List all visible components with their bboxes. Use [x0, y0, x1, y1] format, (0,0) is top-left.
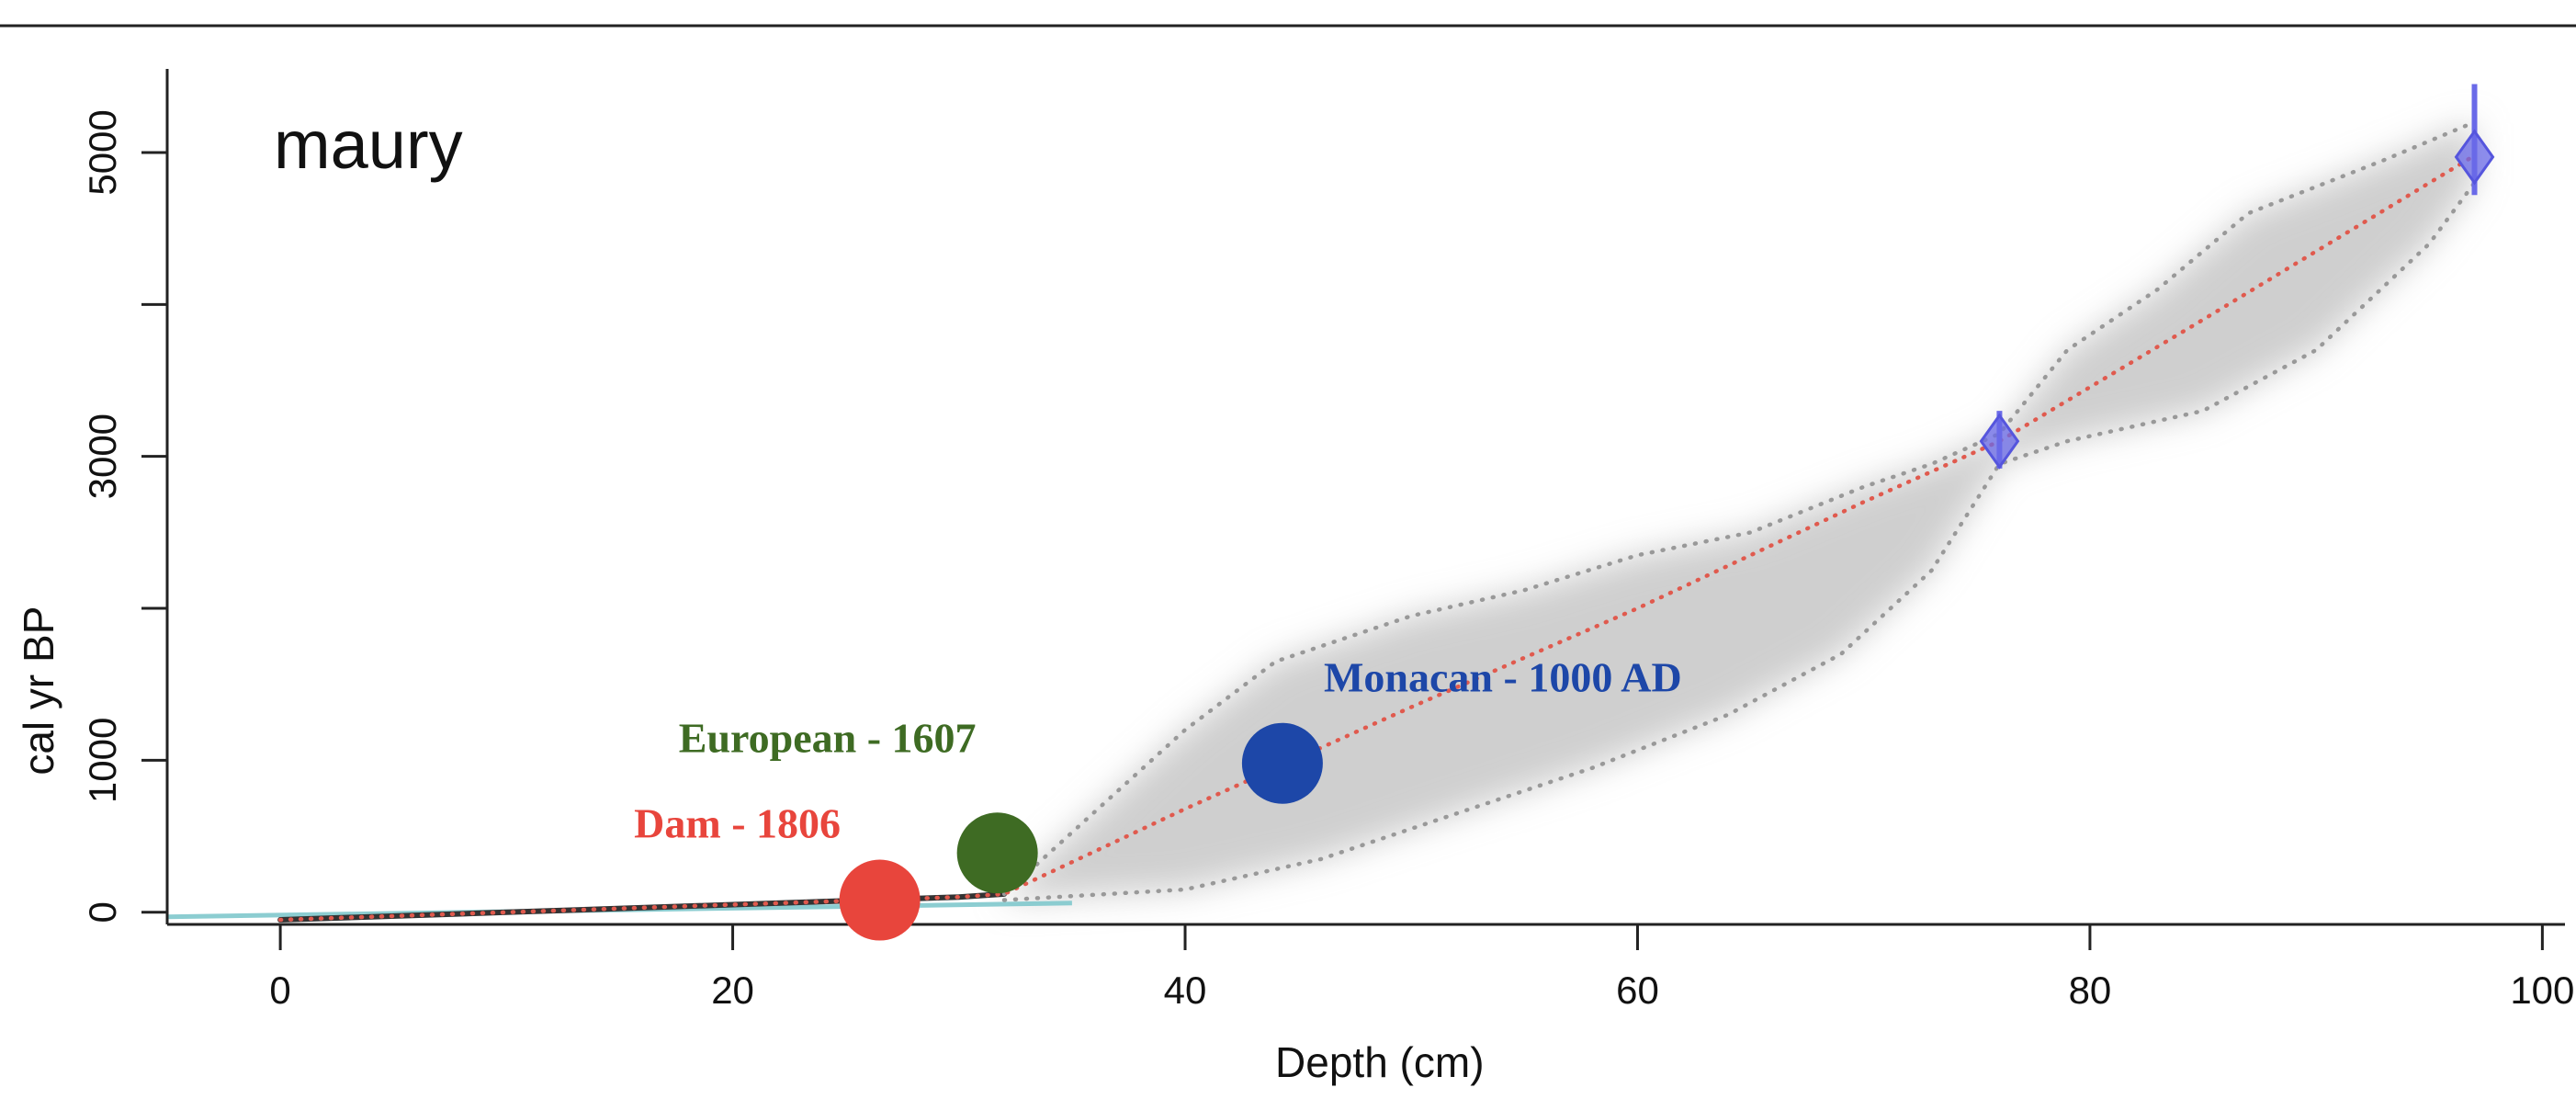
confidence-band — [1004, 121, 2475, 901]
event-marker-label: European - 1607 — [679, 714, 977, 761]
x-tick-label: 100 — [2510, 969, 2574, 1012]
age-depth-model-line — [277, 153, 2477, 923]
chart-title: maury — [274, 107, 463, 183]
dated-sample-marker — [2454, 129, 2495, 186]
lower-confidence-bound-line — [1001, 180, 2477, 902]
y-tick-label: 0 — [81, 901, 124, 923]
y-axis-ticks: 0 1000 3000 5000 — [81, 109, 167, 923]
axes: 0 20 40 60 80 100 0 1000 3000 5000 — [81, 69, 2574, 1012]
y-tick-label: 5000 — [81, 109, 124, 195]
upper-confidence-bound-line — [1001, 119, 2477, 897]
x-tick-label: 20 — [711, 969, 754, 1012]
x-tick-label: 80 — [2069, 969, 2112, 1012]
dated-sample-marker — [1979, 413, 2020, 470]
x-tick-label: 40 — [1164, 969, 1207, 1012]
series-layer — [166, 119, 2477, 923]
y-axis-title: cal yr BP — [15, 606, 62, 776]
event-marker-dot — [839, 859, 921, 941]
confidence-band-fill — [1004, 121, 2475, 901]
dated-samples — [1979, 84, 2495, 470]
x-tick-label: 60 — [1616, 969, 1659, 1012]
x-tick-label: 0 — [269, 969, 290, 1012]
event-marker-dot — [1241, 722, 1323, 804]
event-marker-label: Monacan - 1000 AD — [1324, 654, 1682, 701]
x-axis-title: Depth (cm) — [1275, 1038, 1484, 1086]
event-marker-dot — [956, 812, 1038, 894]
x-axis-ticks: 0 20 40 60 80 100 — [269, 924, 2574, 1012]
y-tick-label: 3000 — [81, 414, 124, 499]
event-marker-label: Dam - 1806 — [634, 800, 841, 847]
event-markers: Dam - 1806 European - 1607 Monacan - 1000 … — [634, 654, 1682, 941]
y-tick-label: 1000 — [81, 718, 124, 803]
